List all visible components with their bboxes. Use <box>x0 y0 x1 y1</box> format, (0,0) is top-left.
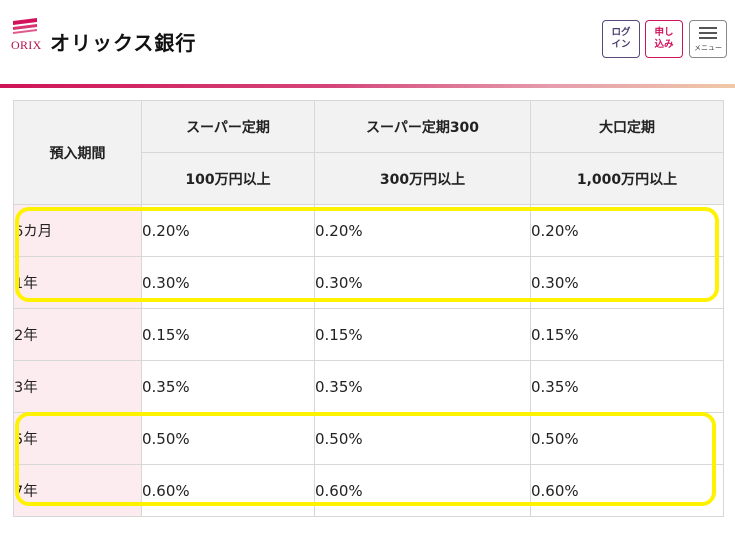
rate-cell: 0.35% <box>141 360 315 413</box>
login-label-line1: ログ <box>611 27 631 38</box>
period-cell: 6カ月 <box>13 204 142 257</box>
brand-name[interactable]: オリックス銀行 <box>50 31 197 55</box>
menu-label: メニュー <box>694 44 722 52</box>
interest-rate-table: 預入期間 スーパー定期 スーパー定期300 大口定期 100万円以上 300万円… <box>13 100 724 517</box>
table-row: 2年 0.15% 0.15% 0.15% <box>13 308 724 361</box>
rate-cell: 0.60% <box>530 464 724 517</box>
table-row: 5年 0.50% 0.50% 0.50% <box>13 412 724 465</box>
period-cell: 5年 <box>13 412 142 465</box>
menu-button[interactable]: メニュー <box>689 20 727 58</box>
table-row: 7年 0.60% 0.60% 0.60% <box>13 464 724 517</box>
apply-button[interactable]: 申し 込み <box>645 20 683 58</box>
orix-logo[interactable]: ORIX <box>11 17 41 53</box>
period-cell: 1年 <box>13 256 142 309</box>
period-cell: 2年 <box>13 308 142 361</box>
rate-cell: 0.35% <box>314 360 531 413</box>
table-row: 6カ月 0.20% 0.20% 0.20% <box>13 204 724 257</box>
login-label-line2: イン <box>611 39 631 50</box>
apply-label-line2: 込み <box>654 39 674 50</box>
table-row: 3年 0.35% 0.35% 0.35% <box>13 360 724 413</box>
hamburger-icon <box>699 27 717 39</box>
apply-label-line1: 申し <box>654 27 674 38</box>
rate-cell: 0.50% <box>141 412 315 465</box>
product-min-amount: 100万円以上 <box>141 152 315 205</box>
rate-cell: 0.15% <box>141 308 315 361</box>
rate-cell: 0.35% <box>530 360 724 413</box>
rate-cell: 0.20% <box>141 204 315 257</box>
product-min-amount: 300万円以上 <box>314 152 531 205</box>
product-name: スーパー定期300 <box>314 100 531 153</box>
logo-text: ORIX <box>11 38 42 52</box>
product-min-amount: 1,000万円以上 <box>530 152 724 205</box>
rate-cell: 0.30% <box>530 256 724 309</box>
rate-cell: 0.60% <box>141 464 315 517</box>
rate-cell: 0.50% <box>314 412 531 465</box>
product-name: 大口定期 <box>530 100 724 153</box>
period-cell: 7年 <box>13 464 142 517</box>
rate-cell: 0.60% <box>314 464 531 517</box>
login-button[interactable]: ログ イン <box>602 20 640 58</box>
orix-logo-mark-icon <box>13 18 37 34</box>
site-header: ORIX オリックス銀行 ログ イン 申し 込み メニュー <box>0 0 735 86</box>
product-name: スーパー定期 <box>141 100 315 153</box>
rate-cell: 0.30% <box>314 256 531 309</box>
table-row: 1年 0.30% 0.30% 0.30% <box>13 256 724 309</box>
period-cell: 3年 <box>13 360 142 413</box>
period-header: 預入期間 <box>13 100 142 205</box>
rate-cell: 0.20% <box>530 204 724 257</box>
rate-cell: 0.20% <box>314 204 531 257</box>
rate-cell: 0.15% <box>530 308 724 361</box>
header-gradient-divider <box>0 84 735 88</box>
rate-cell: 0.15% <box>314 308 531 361</box>
rate-cell: 0.50% <box>530 412 724 465</box>
rate-cell: 0.30% <box>141 256 315 309</box>
